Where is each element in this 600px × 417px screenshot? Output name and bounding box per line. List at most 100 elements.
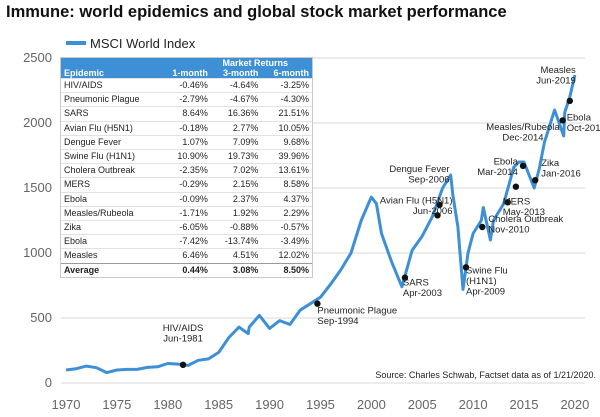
y-tick-label: 1000 (23, 245, 52, 260)
table-cell-epidemic: Measles (61, 248, 161, 264)
table-header-3-month: 3-month (210, 68, 262, 79)
table-row: Swine Flu (H1N1) 10.90% 19.73% 39.96% (61, 149, 312, 164)
table-cell-return: 2.29% (261, 205, 312, 221)
table-cell-return: -2.35% (160, 163, 211, 178)
table-group-header-spacer (61, 58, 161, 68)
table-cell-return: -1.71% (160, 205, 211, 221)
event-marker (504, 199, 511, 206)
table-cell-return: 2.15% (210, 177, 262, 193)
table-cell-return: -2.79% (160, 92, 211, 107)
x-tick-label: 1970 (52, 397, 81, 412)
table-cell-return: 8.50% (261, 262, 312, 277)
table-cell-return: 4.37% (261, 191, 312, 207)
table-cell-return: 2.77% (210, 120, 262, 136)
x-tick-label: 2015 (510, 397, 539, 412)
table-row: Measles/Rubeola -1.71% 1.92% 2.29% (61, 205, 312, 221)
table-row: Measles 6.46% 4.51% 12.02% (61, 248, 312, 264)
table-cell-epidemic: Cholera Outbreak (61, 163, 161, 178)
table-cell-return: 8.58% (261, 177, 312, 193)
table-cell-return: 16.36% (210, 106, 262, 122)
x-tick-label: 2000 (357, 397, 386, 412)
event-marker (566, 97, 574, 105)
table-row: MERS -0.29% 2.15% 8.58% (61, 177, 312, 193)
event-marker (479, 223, 486, 231)
x-tick-label: 2020 (560, 397, 589, 412)
table-header-epidemic: Epidemic (61, 68, 161, 79)
table-cell-return: -7.42% (160, 234, 211, 249)
event-label: HIV/AIDS Jun-1981 (163, 323, 204, 345)
x-axis-ticks: 1970 1975 1980 1985 1990 1995 2000 2005 2010 2015… (52, 397, 590, 412)
table-body: HIV/AIDS -0.46% -4.64% -3.25% Pneumonic Plag… (61, 77, 312, 277)
gridlines (61, 57, 585, 384)
table-cell-return: 7.09% (210, 134, 262, 150)
event-marker (512, 183, 520, 190)
table-row: Ebola -0.09% 2.37% 4.37% (61, 191, 312, 207)
table-cell-epidemic: Swine Flu (H1N1) (61, 149, 161, 164)
table-cell-return: 19.73% (210, 149, 262, 164)
table-cell-epidemic: Avian Flu (H5N1) (61, 120, 161, 136)
x-tick-label: 2010 (459, 397, 488, 412)
table-cell-return: -0.88% (210, 220, 262, 235)
annotations: HIV/AIDS Jun-1981 Pneumonic Plague Sep-1994… (163, 65, 600, 368)
table-cell-return: 1.92% (210, 205, 262, 221)
y-tick-label: 500 (30, 310, 52, 325)
table-cell-return: -13.74% (210, 234, 262, 249)
x-tick-label: 1985 (204, 397, 233, 412)
x-tick-label: 2005 (408, 397, 437, 412)
table-row: Dengue Fever 1.07% 7.09% 9.68% (61, 134, 312, 150)
table-cell-return: -4.30% (261, 92, 312, 107)
table-cell-epidemic: Pneumonic Plague (61, 92, 161, 107)
event-label: Dengue Fever Sep-2006 (389, 164, 449, 186)
x-tick-label: 1980 (153, 397, 182, 412)
table-cell-return: -0.18% (160, 120, 211, 136)
table-cell-return: -0.09% (160, 191, 211, 207)
table-cell-epidemic: MERS (61, 177, 161, 193)
event-label: Measles Jun-2019 (536, 65, 576, 87)
chart-title: Immune: world epidemics and global stock… (6, 3, 507, 21)
table-cell-return: 39.96% (261, 149, 312, 164)
table-cell-return: -6.05% (160, 220, 211, 235)
x-tick-label: 1975 (102, 397, 131, 412)
table-cell-epidemic: HIV/AIDS (61, 77, 161, 93)
y-tick-label: 1500 (23, 180, 52, 195)
event-marker (519, 162, 527, 170)
table-cell-return: -4.67% (210, 92, 262, 107)
series-group (65, 74, 577, 375)
event-label: Swine Flu (H1N1) Apr-2009 (466, 265, 508, 297)
table-header-6-month: 6-month (261, 68, 312, 79)
table-row: Avian Flu (H5N1) -0.18% 2.77% 10.05% (61, 120, 312, 136)
event-marker (314, 300, 321, 307)
table-average-row: Average 0.44% 3.08% 8.50% (61, 262, 312, 277)
x-tick-label: 1990 (255, 397, 284, 412)
table-cell-return: 1.07% (160, 134, 211, 150)
event-marker (434, 212, 441, 219)
table-cell-return: 9.68% (261, 134, 312, 150)
table-cell-epidemic: Zika (61, 220, 161, 235)
table-cell-return: 3.08% (210, 262, 262, 277)
table-cell-return: -0.57% (261, 220, 312, 235)
event-label: SARS Apr-2003 (403, 278, 442, 300)
y-tick-label: 2000 (23, 115, 52, 130)
table-cell-return: 10.05% (261, 120, 312, 136)
table-cell-return: 21.51% (261, 106, 312, 122)
table-cell-return: 12.02% (261, 248, 312, 264)
table-cell-return: 7.02% (210, 163, 262, 178)
table-row: Ebola -7.42% -13.74% -3.49% (61, 234, 312, 249)
table-cell-return: 4.51% (210, 248, 262, 264)
table-cell-epidemic: Ebola (61, 191, 161, 207)
y-axis-ticks: 0 500 1000 1500 2000 2500 (23, 50, 52, 390)
y-tick-label: 2500 (23, 50, 52, 65)
table-cell-return: 2.37% (210, 191, 262, 207)
table-cell-return: -3.49% (261, 234, 312, 249)
table-row: HIV/AIDS -0.46% -4.64% -3.25% (61, 77, 312, 93)
table-cell-return: -4.64% (210, 77, 262, 93)
table-cell-return: 0.44% (160, 262, 211, 277)
table-group-header: Market Returns (160, 58, 312, 68)
table-cell-return: -0.29% (160, 177, 211, 193)
event-label: Pneumonic Plague Sep-1994 (317, 306, 397, 328)
event-marker (559, 117, 566, 124)
table-cell-epidemic: Ebola (61, 234, 161, 249)
event-label: MERS May-2013 (503, 196, 545, 218)
